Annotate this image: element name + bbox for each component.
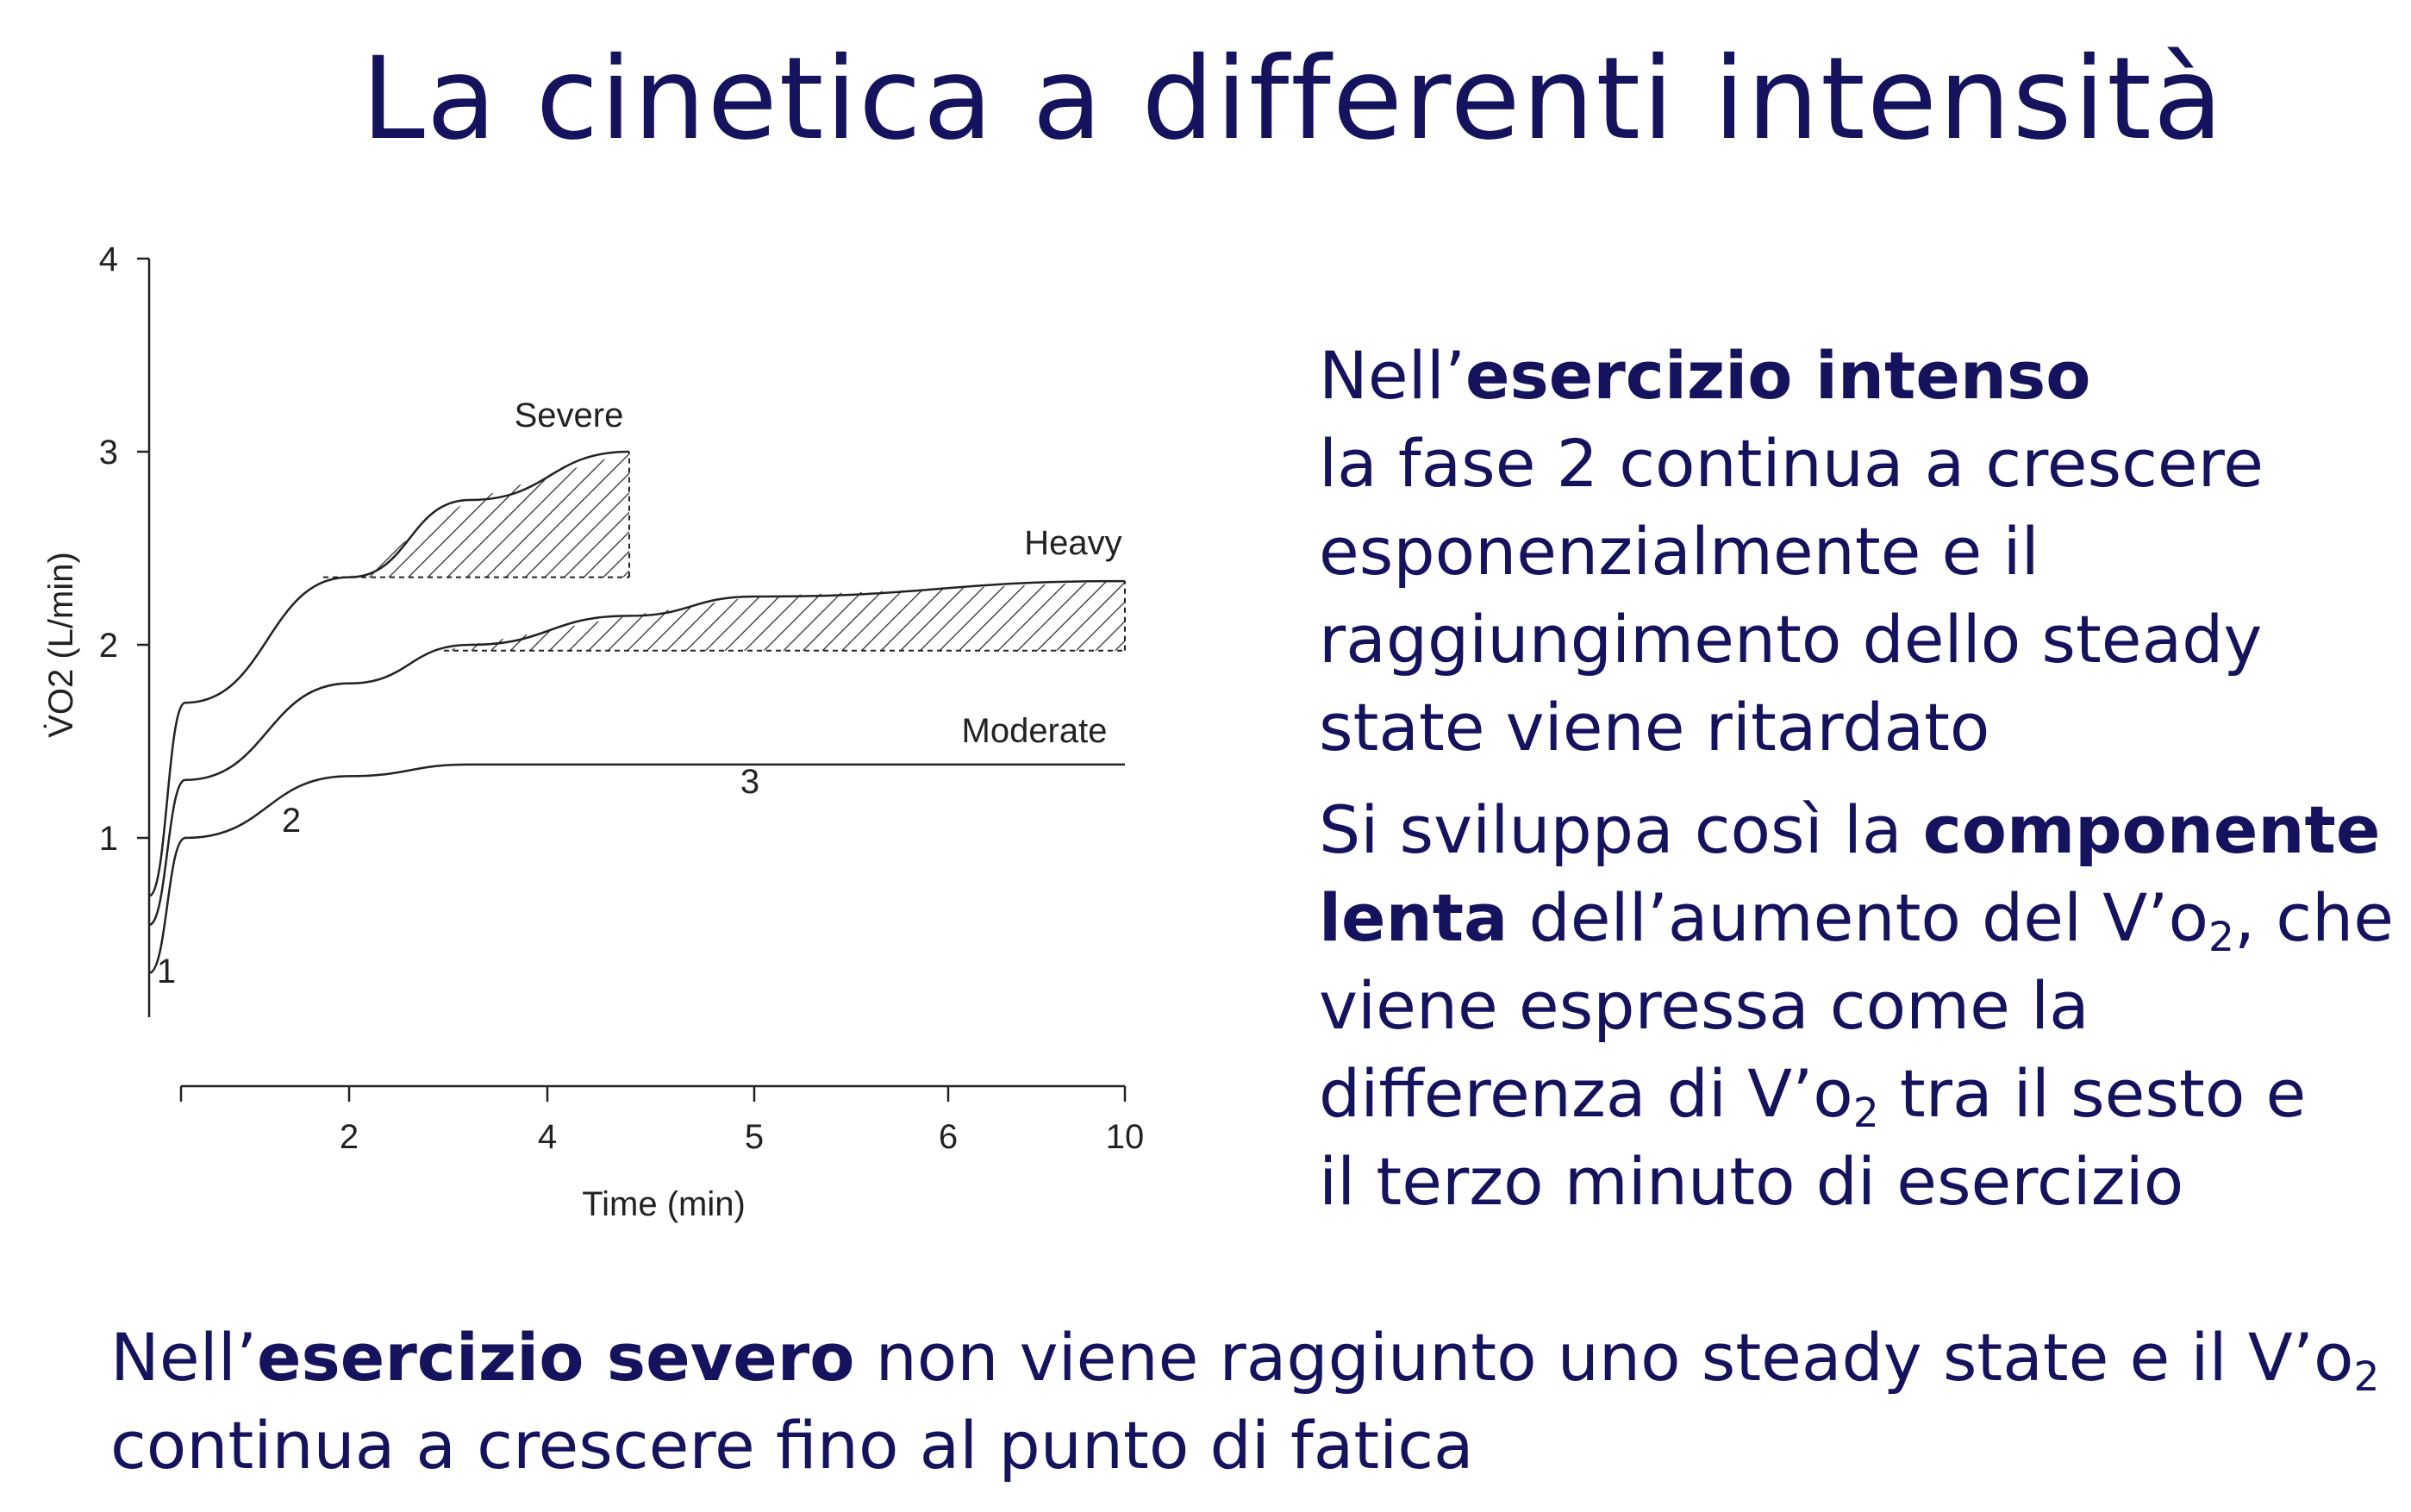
intense-line-4: raggiungimento dello steady (1319, 601, 2263, 678)
x-tick-label: 10 (1106, 1118, 1145, 1156)
intense-bold: esercizio intenso (1465, 337, 2091, 414)
y-axis-label: V̇O2 (L/min) (42, 552, 80, 738)
phase-label-2: 2 (282, 802, 301, 840)
severe-line-2: continua a crescere fino al punto di fat… (110, 1407, 1474, 1484)
series-line-severe (148, 450, 630, 897)
slow-line-3: viene espressa come la (1319, 967, 2089, 1044)
phase-label-1: 1 (157, 953, 176, 990)
severe-prefix: Nell’ (110, 1319, 257, 1396)
severe-line-1: Nell’esercizio severo non viene raggiunt… (110, 1314, 2379, 1402)
slow-line-5: il terzo minuto di esercizio (1319, 1143, 2184, 1220)
slow-line-2-sub: 2 (2208, 913, 2234, 961)
slow-line-1: Si sviluppa così la componente (1319, 786, 2405, 874)
intense-line-2: la fase 2 continua a crescere (1319, 425, 2264, 502)
slow-line-4-suffix: tra il sesto e (1878, 1055, 2307, 1132)
slow-line-4: differenza di V’o2 tra il sesto e (1319, 1050, 2405, 1138)
y-tick-label: 3 (99, 434, 118, 472)
series-label-heavy: Heavy (1024, 524, 1121, 562)
intense-prefix: Nell’ (1319, 337, 1465, 414)
slow-line-2: lenta dell’aumento del V’o2, che (1319, 874, 2405, 962)
slow-prefix: Si sviluppa così la (1319, 791, 1923, 868)
intense-line-5: state viene ritardato (1319, 689, 1990, 765)
intense-line-3: esponenzialmente e il (1319, 513, 2039, 590)
y-tick-label: 2 (99, 627, 118, 665)
y-tick-label: 4 (99, 241, 118, 278)
x-tick-label: 2 (340, 1118, 359, 1156)
vo2-kinetics-chart: 1 2 3 4 V̇O2 (L/min) 2 4 5 6 10 Time (min) Moderate… (42, 241, 1145, 1223)
slow-line-2-suffix: , che (2233, 879, 2394, 956)
slow-line-4-sub: 2 (1852, 1089, 1879, 1137)
slow-line-4-text: differenza di V’o (1319, 1055, 1853, 1132)
slow-line-2-text: dell’aumento del V’o (1508, 879, 2208, 956)
slow-bold-1: componente (1922, 791, 2381, 868)
severe-exercise-text: Nell’esercizio severo non viene raggiunt… (110, 1314, 2379, 1490)
slow-bold-2: lenta (1319, 879, 1508, 956)
slow-component-hatch (323, 452, 629, 578)
x-tick-label: 6 (939, 1118, 958, 1156)
x-tick-label: 5 (745, 1118, 764, 1156)
intense-exercise-text: Nell’esercizio intenso la fase 2 continu… (1319, 332, 2405, 772)
severe-line-1-sub: 2 (2353, 1353, 2380, 1401)
series-line-moderate (148, 763, 1125, 975)
series-line-heavy (148, 579, 1126, 927)
y-tick-label: 1 (99, 820, 118, 858)
x-tick-label: 4 (538, 1118, 557, 1156)
series-label-severe: Severe (515, 397, 624, 434)
severe-bold: esercizio severo (257, 1319, 855, 1396)
phase-label-3: 3 (740, 763, 759, 801)
series-label-moderate: Moderate (962, 712, 1108, 750)
slow-component-hatch (444, 581, 1125, 651)
severe-line-1-text: non viene raggiunto uno steady state e i… (854, 1319, 2354, 1396)
intense-line-1: Nell’esercizio intenso (1319, 332, 2405, 420)
slide-title: La cinetica a differenti intensità (361, 33, 2225, 166)
x-axis-label: Time (min) (582, 1185, 746, 1223)
slow-component-text: Si sviluppa così la componente lenta del… (1319, 786, 2405, 1226)
